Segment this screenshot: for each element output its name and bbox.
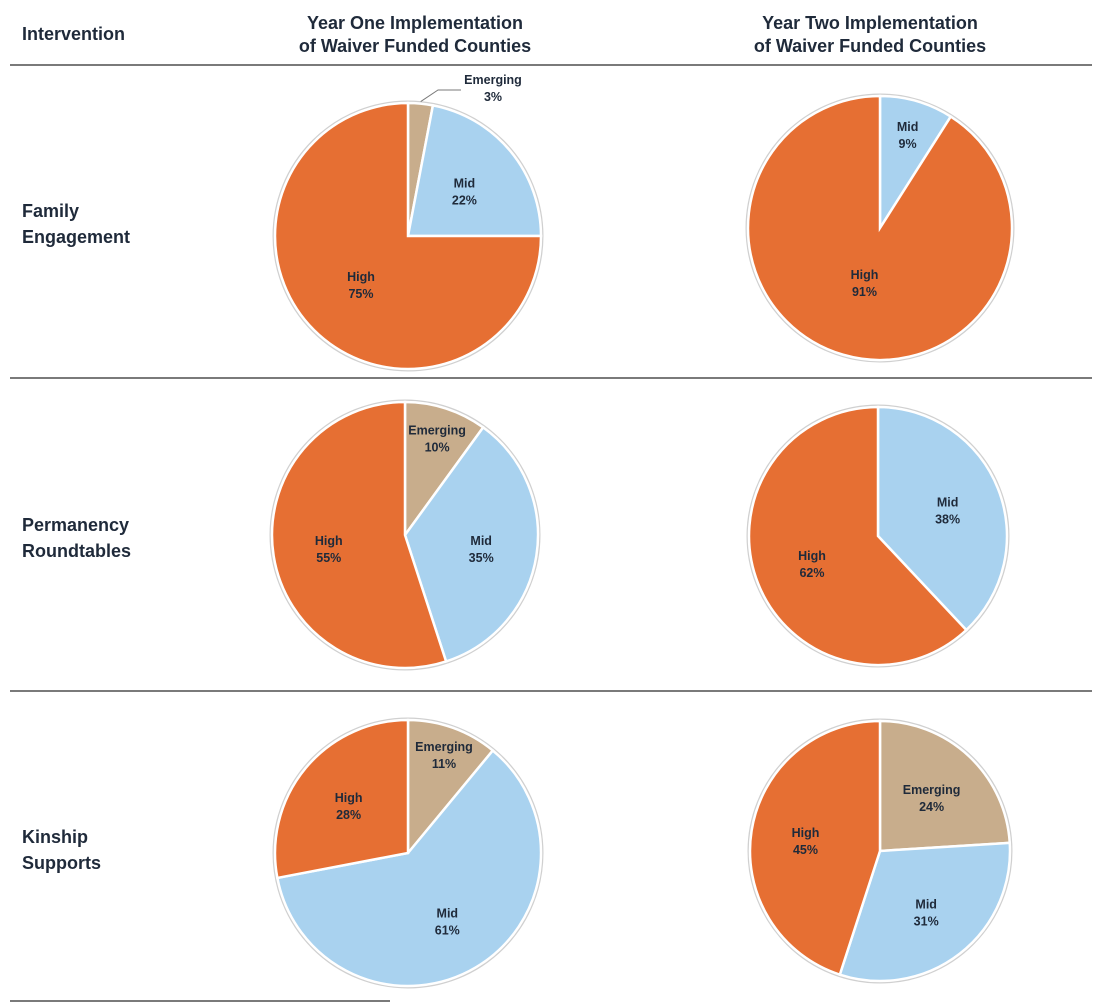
- year-two-column-header: Year Two Implementation of Waiver Funded…: [700, 12, 1040, 58]
- slice-label-high: High 91%: [851, 268, 879, 299]
- pie-slice-mid: [406, 103, 543, 238]
- pie-outline: [272, 100, 544, 372]
- slice-percent: 28%: [336, 808, 361, 822]
- pie-chart-kinship-supports-year-one: Emerging 11% Mid 61% High 28%: [272, 717, 544, 989]
- year-two-header-line-1: Year Two Implementation: [762, 13, 978, 33]
- intervention-column-header: Intervention: [22, 24, 126, 44]
- row-label-line-1: Family: [22, 201, 80, 221]
- slice-label-mid: Mid 31%: [914, 898, 939, 929]
- header-divider: [10, 64, 1092, 66]
- pie-slice-high: [747, 405, 969, 667]
- pie-slice-high: [273, 101, 543, 371]
- slice-category: High: [792, 826, 820, 840]
- row-divider-1: [10, 377, 1092, 379]
- slice-percent: 10%: [425, 440, 450, 454]
- slice-percent: 3%: [484, 90, 502, 104]
- slice-category: Emerging: [408, 423, 466, 437]
- pie-slice-mid: [838, 841, 1012, 983]
- slice-label-emerging: Emerging 3%: [464, 73, 522, 104]
- pie-slice-mid: [403, 425, 540, 664]
- slice-category: High: [347, 270, 375, 284]
- pie-outline: [746, 404, 1010, 668]
- year-one-header-line-2: of Waiver Funded Counties: [298, 36, 532, 56]
- slice-category: Emerging: [464, 73, 522, 87]
- slice-category: Mid: [470, 534, 492, 548]
- slice-label-high: High 28%: [335, 791, 363, 822]
- slice-percent: 62%: [799, 566, 824, 580]
- year-one-header-line-1: Year One Implementation: [306, 13, 524, 33]
- slice-label-mid: Mid 35%: [469, 534, 494, 565]
- row-label-kinship-supports: Kinship Supports: [22, 824, 101, 876]
- slice-percent: 35%: [469, 551, 494, 565]
- row-label-line-2: Roundtables: [22, 541, 132, 561]
- year-two-header-line-2: of Waiver Funded Counties: [753, 36, 987, 56]
- slice-percent: 61%: [435, 923, 460, 937]
- slice-category: High: [798, 549, 826, 563]
- pie-slice-high: [748, 719, 882, 977]
- row-label-permanency-roundtables: Permanency Roundtables: [22, 512, 131, 564]
- slice-label-high: High 45%: [792, 826, 820, 857]
- slice-percent: 91%: [852, 285, 877, 299]
- slice-category: Mid: [897, 120, 919, 134]
- slice-category: Mid: [937, 496, 959, 510]
- row-label-line-1: Permanency: [22, 515, 130, 535]
- slice-label-mid: Mid 38%: [935, 496, 960, 527]
- pie-slice-emerging: [878, 719, 1012, 853]
- slice-category: Mid: [454, 176, 476, 190]
- row-label-line-1: Kinship: [22, 827, 88, 847]
- slice-label-mid: Mid 22%: [452, 176, 477, 207]
- pie-chart-family-engagement-year-two: Mid 9% High 91%: [745, 93, 1015, 363]
- leader-line: [420, 89, 461, 103]
- pie-chart-family-engagement-year-one: Emerging 3% Mid 22% High 75%: [272, 73, 544, 372]
- slice-category: Mid: [437, 906, 459, 920]
- slice-percent: 22%: [452, 193, 477, 207]
- slice-label-mid: Mid 61%: [435, 906, 460, 937]
- row-label-line-2: Supports: [22, 853, 101, 873]
- pie-chart-kinship-supports-year-two: Emerging 24% Mid 31% High 45%: [747, 718, 1013, 984]
- slice-percent: 31%: [914, 915, 939, 929]
- pie-outline: [269, 399, 541, 671]
- pie-slice-high: [273, 718, 410, 880]
- row-label-line-2: Engagement: [22, 227, 131, 247]
- pie-slice-emerging: [406, 718, 495, 857]
- slice-label-high: High 75%: [347, 270, 375, 301]
- slice-category: Emerging: [415, 740, 473, 754]
- slice-category: High: [315, 534, 343, 548]
- row-divider-2: [10, 690, 1092, 692]
- year-one-column-header: Year One Implementation of Waiver Funded…: [245, 12, 585, 58]
- slice-label-high: High 55%: [315, 534, 343, 565]
- slice-category: High: [335, 791, 363, 805]
- slice-percent: 38%: [935, 513, 960, 527]
- pie-outline: [745, 93, 1015, 363]
- slice-percent: 45%: [793, 843, 818, 857]
- slice-percent: 55%: [316, 551, 341, 565]
- pie-chart-permanency-roundtables-year-two: Mid 38% High 62%: [746, 404, 1010, 668]
- slice-label-high: High 62%: [798, 549, 826, 580]
- slice-label-emerging: Emerging 11%: [415, 740, 473, 771]
- pie-chart-permanency-roundtables-year-one: Emerging 10% Mid 35% High 55%: [269, 399, 541, 671]
- pie-slice-emerging: [403, 400, 485, 539]
- slice-label-emerging: Emerging 10%: [408, 423, 466, 454]
- pie-slice-high: [270, 400, 448, 670]
- slice-category: Emerging: [903, 783, 961, 797]
- slice-label-emerging: Emerging 24%: [903, 783, 961, 814]
- pie-slice-mid: [275, 748, 543, 988]
- slice-category: High: [851, 268, 879, 282]
- pie-outline: [747, 718, 1013, 984]
- bottom-divider: [10, 1000, 390, 1002]
- pie-outline: [272, 717, 544, 989]
- slice-label-mid: Mid 9%: [897, 120, 919, 151]
- slice-percent: 75%: [348, 287, 373, 301]
- slice-category: Mid: [915, 898, 937, 912]
- pie-slice-mid: [876, 405, 1009, 632]
- pie-slice-high: [746, 94, 1014, 362]
- slice-percent: 9%: [899, 137, 917, 151]
- slice-percent: 24%: [919, 800, 944, 814]
- slice-percent: 11%: [432, 757, 456, 771]
- row-label-family-engagement: Family Engagement: [22, 198, 130, 250]
